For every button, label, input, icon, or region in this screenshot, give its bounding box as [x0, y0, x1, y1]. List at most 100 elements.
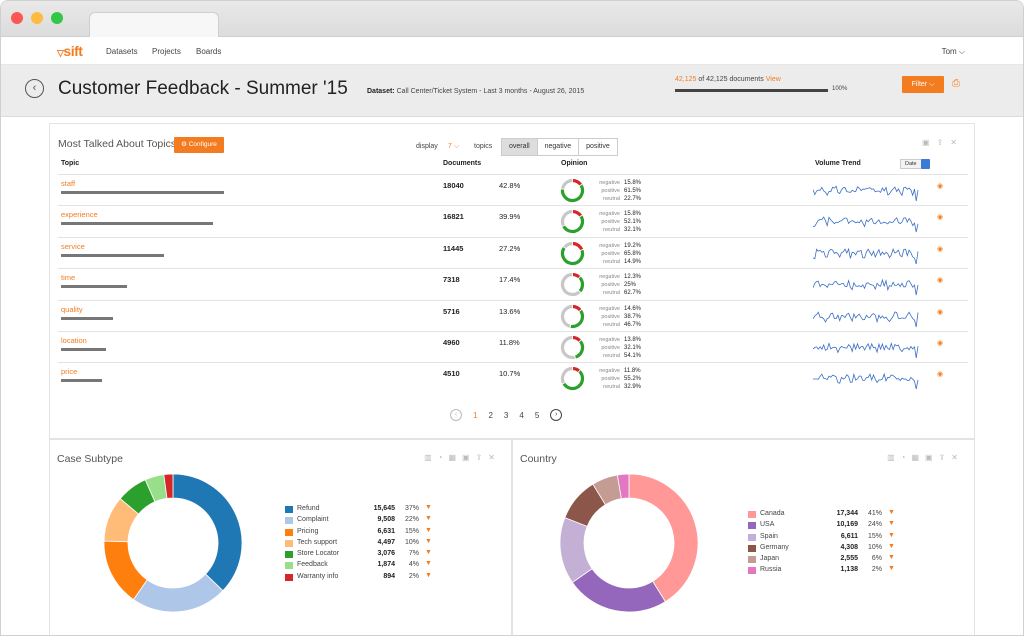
legend-item[interactable]: Complaint 9,508 22% ▼	[285, 515, 445, 526]
close-icon[interactable]: ✕	[951, 453, 964, 462]
share-icon[interactable]: ⇪	[938, 453, 952, 462]
segment-overall[interactable]: overall	[502, 139, 538, 155]
filter-icon[interactable]: ▼	[425, 571, 432, 579]
table-row[interactable]: quality 5716 13.6% negative positive neutr…	[58, 299, 968, 331]
chart1-slice-0[interactable]	[628, 473, 699, 603]
opinion-slice-2[interactable]	[560, 335, 577, 360]
date-select[interactable]: Date	[900, 159, 922, 169]
filter-button[interactable]: Filter ⌵	[902, 76, 944, 93]
date-toggle-icon[interactable]	[921, 159, 930, 169]
eye-icon[interactable]: ◉	[937, 277, 944, 285]
topic-name[interactable]: quality	[61, 304, 83, 314]
nav-datasets[interactable]: Datasets	[106, 47, 138, 56]
topic-name[interactable]: experience	[61, 210, 98, 220]
chart0-slice-6[interactable]	[163, 473, 174, 499]
eye-icon[interactable]: ◉	[937, 340, 944, 347]
filter-icon[interactable]: ▼	[425, 515, 432, 523]
col-opinion[interactable]: Opinion	[561, 160, 588, 167]
page-1[interactable]: 1	[473, 410, 478, 420]
filter-icon[interactable]: ▼	[425, 504, 432, 511]
view-link[interactable]: View	[765, 76, 781, 83]
nav-projects[interactable]: Projects	[152, 47, 181, 56]
table-icon[interactable]: ▦	[911, 453, 926, 462]
filter-icon[interactable]: ▼	[888, 509, 895, 516]
legend-item[interactable]: USA 10,169 24% ▼	[748, 520, 908, 531]
save-icon[interactable]: ▣	[922, 138, 937, 147]
eye-icon[interactable]: ◉	[937, 183, 944, 190]
legend-item[interactable]: Canada 17,344 41% ▼	[748, 509, 908, 520]
legend-item[interactable]: Russia 1,138 2% ▼	[748, 565, 908, 576]
table-row[interactable]: staff 18040 42.8% negative positive neutra…	[58, 174, 968, 205]
opinion-slice-2[interactable]	[562, 240, 573, 250]
chart1-slice-1[interactable]	[571, 568, 666, 613]
table-icon[interactable]: ▦	[448, 453, 463, 462]
close-icon[interactable]: ✕	[488, 453, 501, 462]
topic-name[interactable]: location	[61, 336, 87, 345]
legend-item[interactable]: Pricing 6,631 15% ▼	[285, 527, 445, 538]
filter-icon[interactable]: ▼	[425, 526, 432, 534]
filter-icon[interactable]: ▼	[888, 542, 895, 550]
table-row[interactable]: price 4510 10.7% negative positive neutral…	[58, 362, 968, 393]
filter-icon[interactable]: ▼	[888, 565, 895, 573]
chart0-slice-0[interactable]	[172, 473, 243, 592]
opinion-slice-2[interactable]	[560, 209, 573, 228]
eye-icon[interactable]: ◉	[937, 371, 944, 379]
col-volume-trend[interactable]: Volume Trend	[815, 160, 861, 167]
close-icon[interactable]: ✕	[950, 138, 964, 147]
pie-chart-icon[interactable]: ◔	[900, 453, 912, 462]
table-row[interactable]: location 4960 11.8% negative positive neut…	[58, 331, 968, 362]
filter-icon[interactable]: ▼	[425, 537, 432, 545]
sift-logo[interactable]: ▽sift	[57, 43, 83, 59]
segment-negative[interactable]: negative	[538, 139, 580, 155]
legend-item[interactable]: Warranty info 894 2% ▼	[285, 572, 445, 583]
page-3[interactable]: 3	[503, 410, 509, 420]
segment-positive[interactable]: positive	[586, 143, 610, 150]
table-row[interactable]: experience 16821 39.9% negative positive n…	[58, 205, 968, 237]
legend-item[interactable]: Feedback 1,874 4% ▼	[285, 560, 445, 571]
opinion-slice-1[interactable]	[574, 339, 585, 360]
opinion-slice-2[interactable]	[560, 178, 573, 190]
legend-item[interactable]: Spain 6,611 15% ▼	[748, 532, 908, 543]
legend-item[interactable]: Store Locator 3,076 7% ▼	[285, 549, 445, 560]
topic-name[interactable]: time	[61, 273, 76, 283]
filter-icon[interactable]: ▼	[888, 520, 895, 528]
opinion-slice-2[interactable]	[560, 303, 573, 329]
display-count-select[interactable]: 7 ⌵	[448, 143, 460, 150]
col-topic[interactable]: Topic	[61, 160, 80, 167]
close-window-icon[interactable]	[11, 12, 23, 24]
eye-icon[interactable]: ◉	[937, 245, 944, 253]
share-icon[interactable]: ⇪	[936, 138, 951, 147]
opinion-slice-2[interactable]	[560, 366, 573, 386]
next-page-icon[interactable]: ›	[550, 409, 563, 421]
opinion-slice-2[interactable]	[560, 272, 582, 298]
table-row[interactable]: time 7318 17.4% negative positive neutral …	[58, 268, 968, 300]
topic-name[interactable]: staff	[61, 179, 76, 188]
save-icon[interactable]: ▣	[925, 453, 939, 462]
filter-icon[interactable]: ▼	[425, 560, 432, 568]
page-5[interactable]: 5	[534, 410, 540, 420]
nav-boards[interactable]: Boards	[196, 47, 222, 56]
filter-icon[interactable]: ▼	[888, 554, 895, 562]
opinion-slice-0[interactable]	[572, 240, 585, 251]
legend-item[interactable]: Japan 2,555 6% ▼	[748, 554, 908, 565]
bar-chart-icon[interactable]: ▥	[887, 453, 901, 462]
minimize-window-icon[interactable]	[31, 12, 43, 24]
maximize-window-icon[interactable]	[51, 12, 63, 24]
filter-icon[interactable]: ▼	[888, 531, 895, 539]
save-icon[interactable]: ▣	[462, 453, 476, 462]
page-4[interactable]: 4	[519, 410, 524, 420]
topic-name[interactable]: service	[61, 241, 85, 251]
page-2[interactable]: 2	[488, 410, 493, 420]
legend-item[interactable]: Tech support 4,497 10% ▼	[285, 538, 445, 549]
share-icon[interactable]: ⇪	[475, 453, 489, 462]
prev-page-icon[interactable]: ‹	[450, 409, 462, 421]
configure-button[interactable]: ⚙ Configure	[174, 137, 224, 153]
filter-icon[interactable]: ▼	[425, 549, 432, 557]
user-menu[interactable]: Tom ⌵	[941, 47, 965, 56]
eye-icon[interactable]: ◉	[937, 308, 944, 316]
pie-chart-icon[interactable]: ◔	[437, 453, 449, 462]
eye-icon[interactable]: ◉	[937, 214, 944, 222]
browser-tab[interactable]	[89, 12, 219, 37]
topic-name[interactable]: price	[61, 367, 78, 377]
legend-item[interactable]: Refund 15,645 37% ▼	[285, 504, 445, 515]
